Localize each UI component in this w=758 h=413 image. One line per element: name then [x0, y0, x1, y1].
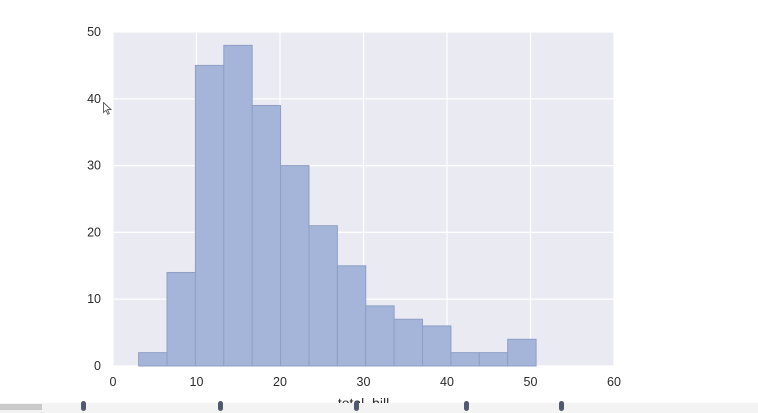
histogram-bar	[507, 338, 537, 367]
y-tick-label: 0	[94, 359, 101, 373]
x-tick-label: 50	[524, 375, 538, 389]
y-tick-label: 20	[87, 225, 101, 239]
video-progress-fill	[0, 404, 42, 410]
chapter-marker[interactable]	[81, 401, 87, 411]
histogram-bar	[393, 318, 424, 367]
histogram-bar	[308, 225, 338, 367]
video-scrub-bar[interactable]	[0, 403, 758, 413]
histogram-bar	[280, 165, 310, 367]
histogram-bar	[336, 265, 367, 367]
chapter-marker[interactable]	[464, 401, 470, 411]
chapter-marker[interactable]	[217, 401, 223, 411]
bars	[138, 44, 537, 367]
x-tick-label: 10	[190, 375, 204, 389]
histogram-bar	[450, 352, 480, 367]
x-tick-label: 40	[440, 375, 454, 389]
x-tick-label: 20	[273, 375, 287, 389]
x-tick-label: 30	[357, 375, 371, 389]
y-tick-label: 30	[87, 159, 101, 173]
histogram-bar	[138, 352, 168, 367]
histogram-bar	[251, 104, 282, 367]
histogram-bar	[422, 325, 452, 367]
x-tick-label: 0	[110, 375, 117, 389]
y-tick-label: 40	[87, 92, 101, 106]
y-tick-label: 50	[87, 25, 101, 39]
histogram-bar	[478, 352, 509, 367]
x-tick-label: 60	[607, 375, 621, 389]
mouse-pointer-icon	[103, 102, 112, 115]
histogram-bar	[365, 305, 395, 367]
histogram-bar	[194, 64, 225, 367]
y-tick-label: 10	[87, 292, 101, 306]
histogram-bar	[166, 271, 196, 367]
y-tick-labels: 0 10 20 30 40 50	[87, 25, 101, 373]
chapter-marker[interactable]	[558, 401, 564, 411]
x-tick-labels: 0 10 20 30 40 50 60	[110, 375, 621, 389]
histogram-bar	[223, 44, 253, 367]
chapter-marker[interactable]	[354, 401, 360, 411]
